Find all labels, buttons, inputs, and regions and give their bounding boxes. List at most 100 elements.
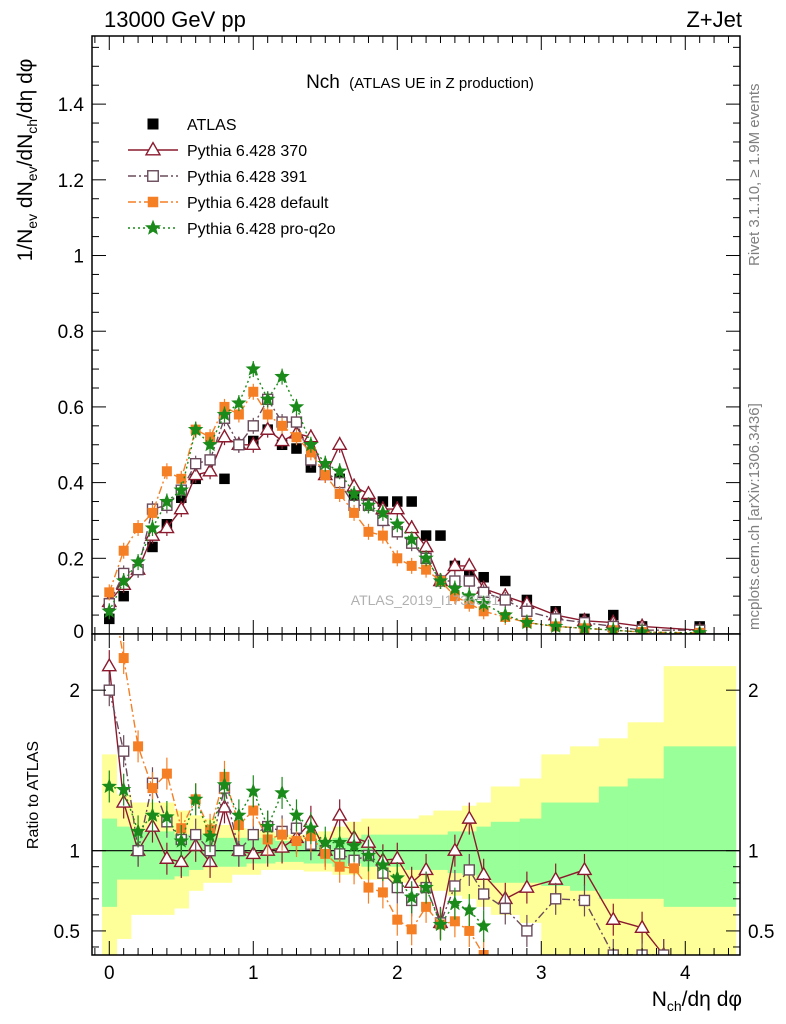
x-tick-label: 0 [104, 963, 115, 984]
main-data-point [274, 432, 290, 447]
main-data-point [317, 455, 333, 471]
ratio-y-tick-label: 1 [69, 842, 80, 863]
ratio-data-point [403, 889, 420, 904]
legend-label: Pythia 6.428 default [187, 195, 329, 212]
main-y-tick-label: 0.6 [58, 398, 84, 419]
main-data-point [290, 416, 303, 428]
ratio-data-point [447, 895, 463, 911]
main-data-point [231, 394, 247, 410]
main-data-point [277, 420, 288, 431]
inner-band-bin [433, 834, 449, 870]
ratio-data-point [461, 901, 477, 917]
main-series-line [108, 367, 700, 634]
legend-label: Pythia 6.428 pro-q2o [187, 221, 336, 238]
legend-marker [144, 141, 162, 156]
main-data-point [519, 614, 535, 630]
main-data-point [130, 553, 146, 569]
main-data-point [447, 557, 463, 572]
main-data-point [233, 439, 245, 451]
inner-band-bin [116, 826, 132, 880]
ratio-data-point [288, 807, 305, 822]
ratio-data-point [118, 653, 129, 664]
main-data-point [461, 557, 478, 572]
main-data-point [360, 497, 377, 512]
ratio-data-point [159, 808, 175, 824]
main-data-point [159, 493, 175, 509]
ratio-data-point [303, 820, 319, 835]
main-data-point [245, 360, 261, 376]
watermark: ATLAS_2019_I1736531 [351, 592, 500, 608]
ratio-data-point [202, 828, 218, 843]
ratio-data-point [449, 916, 460, 927]
main-data-point [320, 470, 331, 481]
main-data-point [349, 507, 360, 518]
ratio-data-point [248, 805, 259, 816]
x-axis-label: Nch/dη dφ [652, 988, 742, 1014]
main-data-point [219, 473, 230, 485]
legend-marker [147, 118, 159, 130]
ratio-data-point [392, 914, 403, 925]
ratio-y-axis-label: Ratio to ATLAS [25, 741, 42, 849]
main-series-4 [101, 360, 708, 634]
main-data-point [216, 406, 233, 421]
ratio-data-point [317, 834, 333, 850]
main-series-line [108, 428, 700, 631]
ratio-data-point [247, 828, 259, 841]
ratio-data-point [360, 847, 377, 863]
ratio-data-point [346, 837, 362, 853]
main-data-point [115, 572, 132, 588]
ratio-data-point [519, 879, 535, 893]
ratio-data-point [117, 745, 130, 757]
main-data-point [420, 530, 432, 541]
main-data-point [133, 523, 144, 534]
ratio-data-point [173, 832, 189, 848]
main-y-tick-label: 0.2 [58, 549, 84, 570]
inner-band-bin [102, 818, 117, 907]
inner-band-bin [404, 834, 420, 870]
legend: ATLAS Pythia 6.428 370 Pythia 6.428 391 Pyt… [128, 117, 336, 238]
main-data-point [291, 432, 302, 443]
main-data-point [161, 466, 172, 477]
x-tick-label: 2 [392, 963, 403, 984]
ratio-data-point [576, 861, 593, 876]
main-data-point [233, 409, 244, 420]
ratio-series-line [108, 666, 665, 955]
main-data-point [303, 436, 319, 452]
main-data-point [389, 516, 405, 531]
legend-item: Pythia 6.428 default [128, 195, 329, 212]
ratio-data-point [406, 924, 417, 935]
ratio-data-point [331, 834, 348, 850]
legend-item: Pythia 6.428 391 [128, 169, 307, 186]
main-y-tick-label: 0.8 [58, 322, 84, 343]
legend-item: Pythia 6.428 370 [128, 141, 307, 160]
ratio-data-point [349, 863, 360, 874]
legend-marker [144, 219, 162, 235]
legend-marker [147, 170, 159, 182]
inner-band-bin [663, 746, 737, 907]
inner-band-bin [490, 821, 521, 883]
main-data-point [435, 530, 446, 541]
main-data-point [418, 550, 434, 565]
ratio-data-point [187, 791, 204, 806]
x-tick-label: 3 [536, 963, 547, 984]
main-data-point [463, 575, 475, 587]
main-data-point [392, 553, 403, 564]
ratio-data-point [144, 807, 161, 822]
ratio-data-point [578, 894, 591, 907]
ratio-data-point [432, 916, 449, 932]
ratio-data-point [159, 850, 175, 864]
ratio-data-point [216, 798, 233, 813]
ratio-series-3 [101, 768, 492, 943]
main-data-point [421, 564, 432, 575]
ratio-data-point [331, 806, 348, 821]
main-data-point [202, 462, 218, 477]
ratio-data-point [418, 879, 434, 895]
inner-band-bin [598, 786, 629, 899]
main-data-point [245, 436, 262, 451]
main-data-point [447, 580, 463, 596]
ratio-data-point [461, 810, 478, 824]
main-data-point [389, 500, 406, 515]
main-data-point [104, 587, 115, 598]
ratio-data-point [189, 828, 202, 841]
main-y-tick-label: 1.2 [58, 171, 84, 192]
